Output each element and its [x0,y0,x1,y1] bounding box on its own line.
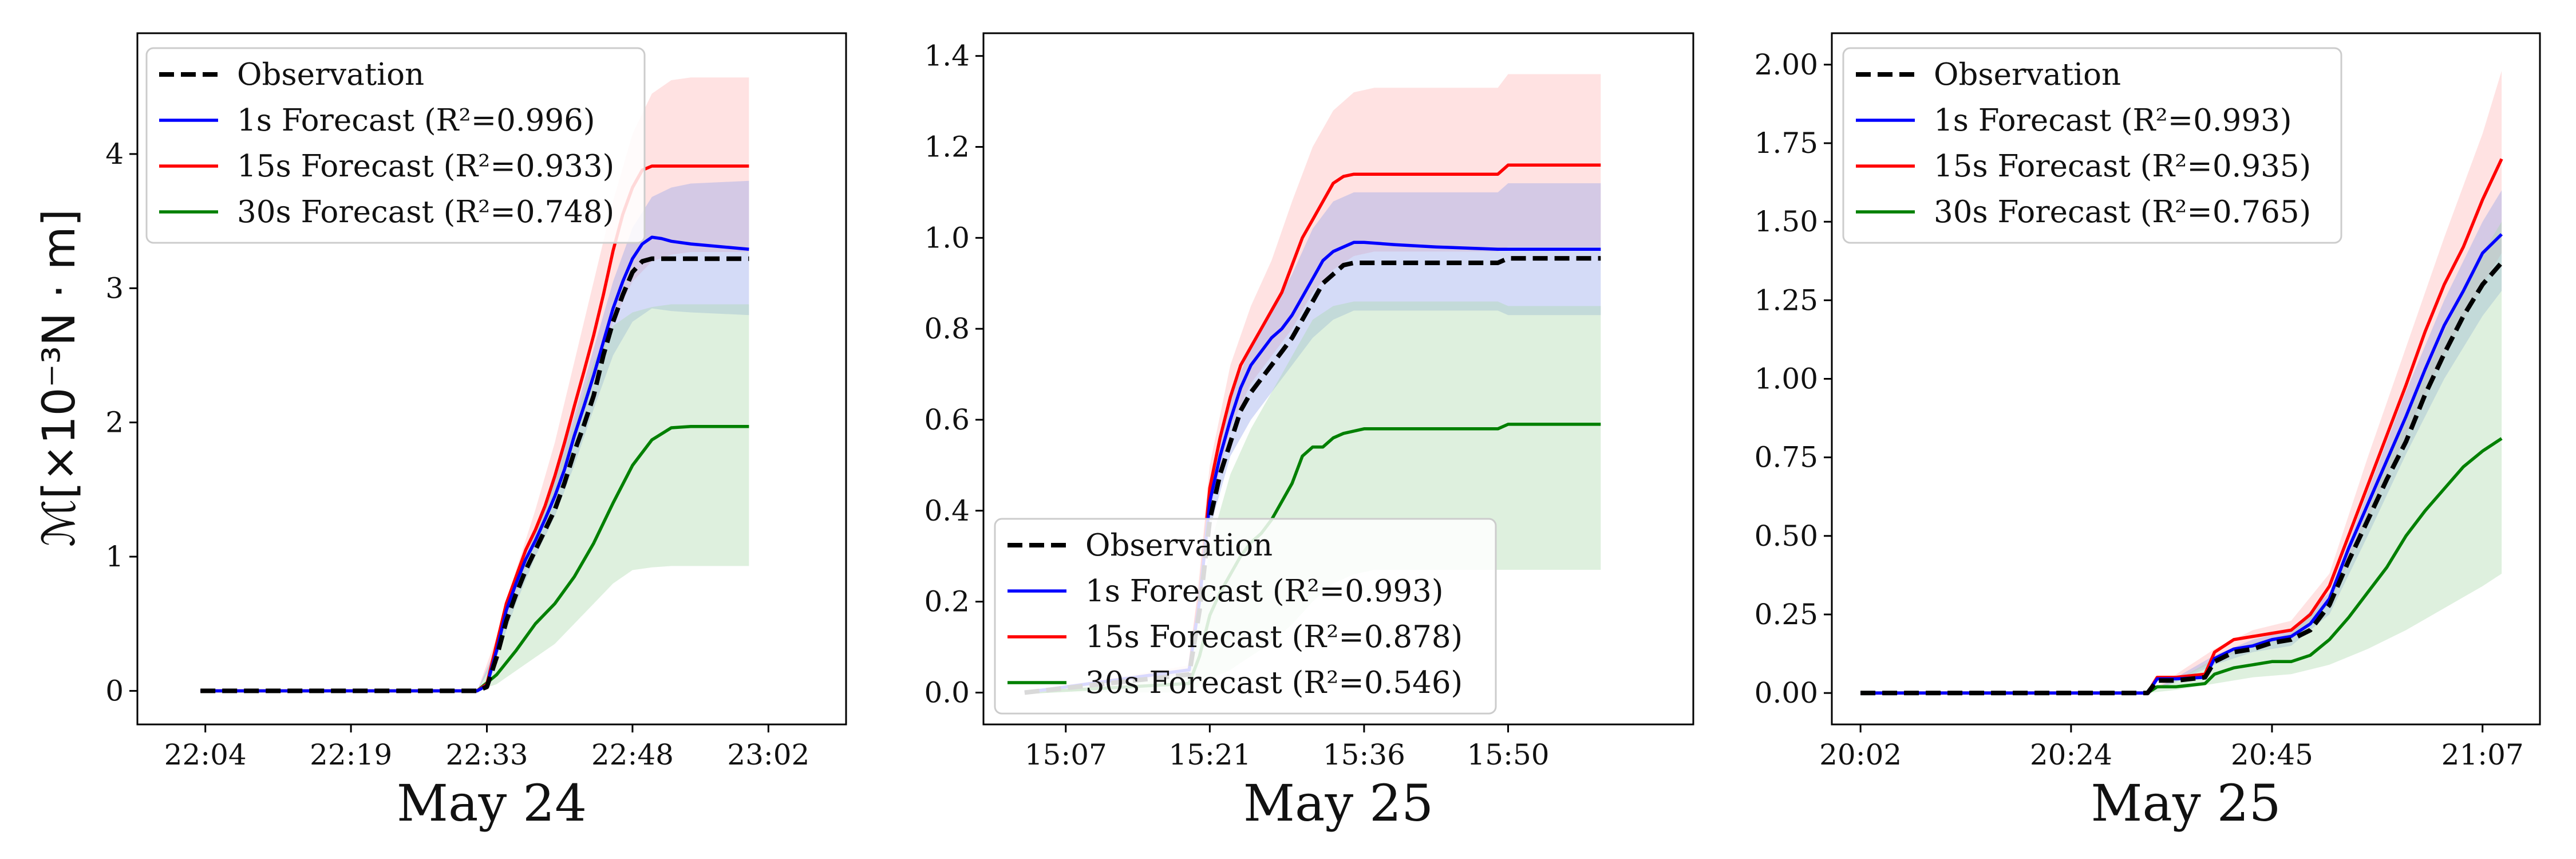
y-tick-label: 0.50 [1755,519,1818,553]
x-tick-label: 21:07 [2441,738,2524,771]
plot-area [1860,70,2504,696]
legend-label: 1s Forecast (R²=0.993) [1085,574,1444,609]
confidence-band-1 [1024,74,1601,693]
x-tick-label: 22:33 [445,738,528,771]
chart-panel-2: 15:07 15:21 15:36 15:50 0.0 0.2 0.4 0.6 0.8 1.0 1.… [924,32,1694,833]
plot-frame [136,32,847,726]
y-tick-label: 3 [105,271,124,305]
y-tick-label: 0.25 [1755,598,1818,631]
confidence-band-1 [1860,70,2502,693]
chart-panel-3: 20:02 20:24 20:45 21:07 0.00 0.25 0.50 0.75 1.00… [1755,32,2541,833]
legend-label: 15s Forecast (R²=0.878) [1085,620,1463,655]
legend-label: 30s Forecast (R²=0.748) [237,195,614,230]
legend-label: 15s Forecast (R²=0.933) [237,149,614,184]
y-tick-label: 0.2 [924,585,970,618]
y-tick-label: 0.00 [1755,676,1818,710]
x-tick-label: 22:19 [310,738,392,771]
series-line-forecast-2 [1860,158,2503,695]
x-tick-label: 20:45 [2231,738,2313,771]
series-line-forecast-3 [200,424,749,693]
plot-area [1024,74,1601,695]
series-line-forecast-1 [1024,241,1601,695]
confidence-band-3 [200,304,749,691]
y-tick-label: 4 [105,137,124,171]
legend-label: 30s Forecast (R²=0.765) [1934,195,2311,230]
plot-frame [982,32,1694,726]
legend-label: 15s Forecast (R²=0.935) [1934,149,2311,184]
series-line-observation [1860,261,2504,696]
legend-label: Observation [1934,57,2121,92]
y-tick-label: 0.4 [924,494,970,527]
x-tick-label: 15:50 [1467,738,1549,771]
series-line-forecast-1 [200,235,749,693]
y-tick-label: 0 [105,674,124,707]
x-tick-label: 23:02 [727,738,809,771]
y-tick-label: 1.25 [1755,283,1818,317]
y-axis-label: ℳ[×10⁻³N · m] [34,209,85,547]
y-tick-label: 1.75 [1755,127,1818,160]
legend: Observation 1s Forecast (R²=0.993) 15s For… [1842,47,2342,244]
x-tick-label: 15:21 [1168,738,1251,771]
y-tick-label: 1.0 [924,221,970,254]
series-line-forecast-2 [1024,163,1601,695]
y-tick-label: 2.00 [1755,48,1818,81]
y-tick-label: 1.4 [924,40,970,73]
legend-label: 1s Forecast (R²=0.993) [1934,103,2292,138]
y-tick-label: 1 [105,540,124,573]
legend-label: 30s Forecast (R²=0.546) [1085,665,1463,700]
x-axis-label: May 25 [1243,774,1433,833]
y-tick-label: 0.8 [924,312,970,345]
x-axis-label: May 25 [2091,774,2281,833]
legend-label: Observation [237,57,424,92]
y-tick-label: 0.6 [924,403,970,436]
y-tick-label: 2 [105,406,124,439]
legend: Observation 1s Forecast (R²=0.996) 15s For… [145,47,646,244]
x-tick-label: 20:24 [2030,738,2112,771]
x-axis-label: May 24 [397,774,587,833]
y-tick-label: 1.50 [1755,205,1818,238]
y-tick-label: 1.00 [1755,362,1818,396]
legend-box [994,518,1497,715]
x-tick-label: 22:04 [164,738,247,771]
legend-label: 1s Forecast (R²=0.996) [237,103,595,138]
legend-box [1842,47,2342,244]
series-line-observation [1024,256,1601,695]
legend-label: Observation [1085,528,1273,563]
legend: Observation 1s Forecast (R²=0.993) 15s For… [994,518,1497,715]
x-tick-label: 15:07 [1025,738,1107,771]
chart-panel-1: 22:04 22:19 22:33 22:48 23:02 0 1 2 3 4 May 24 Obse… [105,32,847,833]
y-tick-label: 1.2 [924,131,970,164]
series-line-forecast-3 [1860,437,2503,695]
x-tick-label: 20:02 [1819,738,1902,771]
series-line-observation [200,256,749,693]
confidence-band-3 [1860,222,2502,693]
legend-box [145,47,646,244]
confidence-band-2 [1024,183,1601,693]
y-tick-label: 0.0 [924,676,970,709]
confidence-band-3 [1024,301,1601,693]
x-tick-label: 15:36 [1323,738,1405,771]
y-tick-label: 0.75 [1755,441,1818,474]
x-tick-label: 22:48 [591,738,674,771]
